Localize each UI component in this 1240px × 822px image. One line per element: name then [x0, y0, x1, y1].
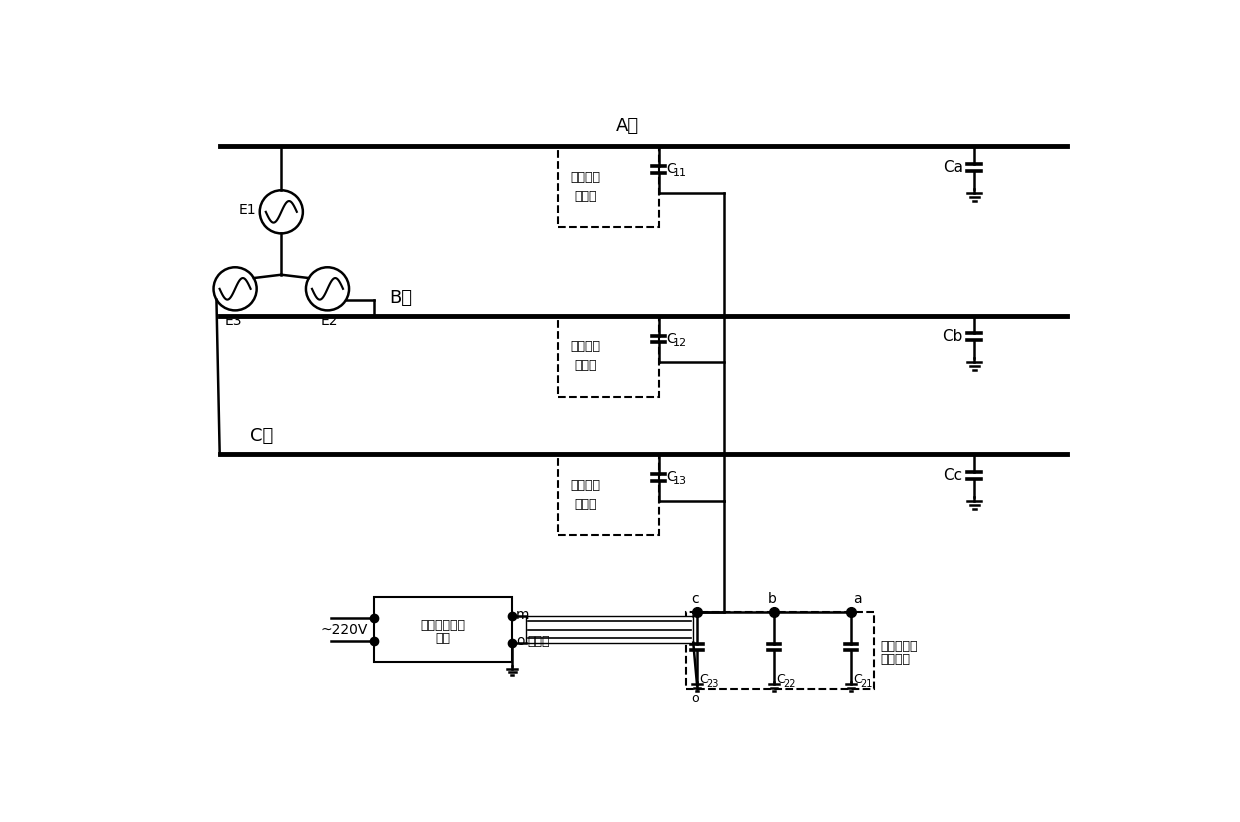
Text: o: o — [516, 634, 525, 648]
Text: C: C — [666, 470, 676, 484]
Text: E2: E2 — [320, 314, 337, 328]
Text: m: m — [516, 608, 529, 622]
Text: 23: 23 — [707, 679, 719, 689]
Text: o: o — [692, 691, 699, 704]
Text: 电容电流测试: 电容电流测试 — [420, 619, 465, 632]
Text: 带电指示
传感器: 带电指示 传感器 — [570, 171, 600, 203]
Text: Cb: Cb — [942, 330, 962, 344]
Text: 测试线: 测试线 — [528, 635, 551, 648]
Text: C: C — [776, 673, 785, 686]
Text: Cc: Cc — [944, 468, 962, 483]
Text: C: C — [699, 673, 708, 686]
Text: E3: E3 — [224, 314, 242, 328]
Text: 开关柜带电: 开关柜带电 — [880, 640, 918, 653]
FancyBboxPatch shape — [526, 616, 693, 643]
Text: 21: 21 — [861, 679, 873, 689]
Text: 指示装置: 指示装置 — [880, 653, 910, 667]
Text: b: b — [768, 592, 776, 606]
Text: 11: 11 — [673, 169, 687, 178]
Text: a: a — [853, 592, 862, 606]
Text: ~220V: ~220V — [320, 622, 367, 636]
Text: E1: E1 — [239, 203, 257, 217]
Text: c: c — [691, 592, 698, 606]
Text: 带电指示
传感器: 带电指示 传感器 — [570, 478, 600, 510]
Text: C: C — [853, 673, 862, 686]
Text: A相: A相 — [616, 117, 640, 135]
Text: 12: 12 — [673, 338, 687, 348]
Text: B相: B相 — [389, 289, 412, 307]
Text: 13: 13 — [673, 476, 687, 487]
Text: 22: 22 — [784, 679, 796, 689]
Text: 装置: 装置 — [435, 632, 450, 645]
Text: C相: C相 — [250, 427, 274, 446]
Text: C: C — [666, 332, 676, 346]
Text: Ca: Ca — [942, 160, 962, 175]
Text: C: C — [666, 163, 676, 177]
Text: 带电指示
传感器: 带电指示 传感器 — [570, 340, 600, 372]
